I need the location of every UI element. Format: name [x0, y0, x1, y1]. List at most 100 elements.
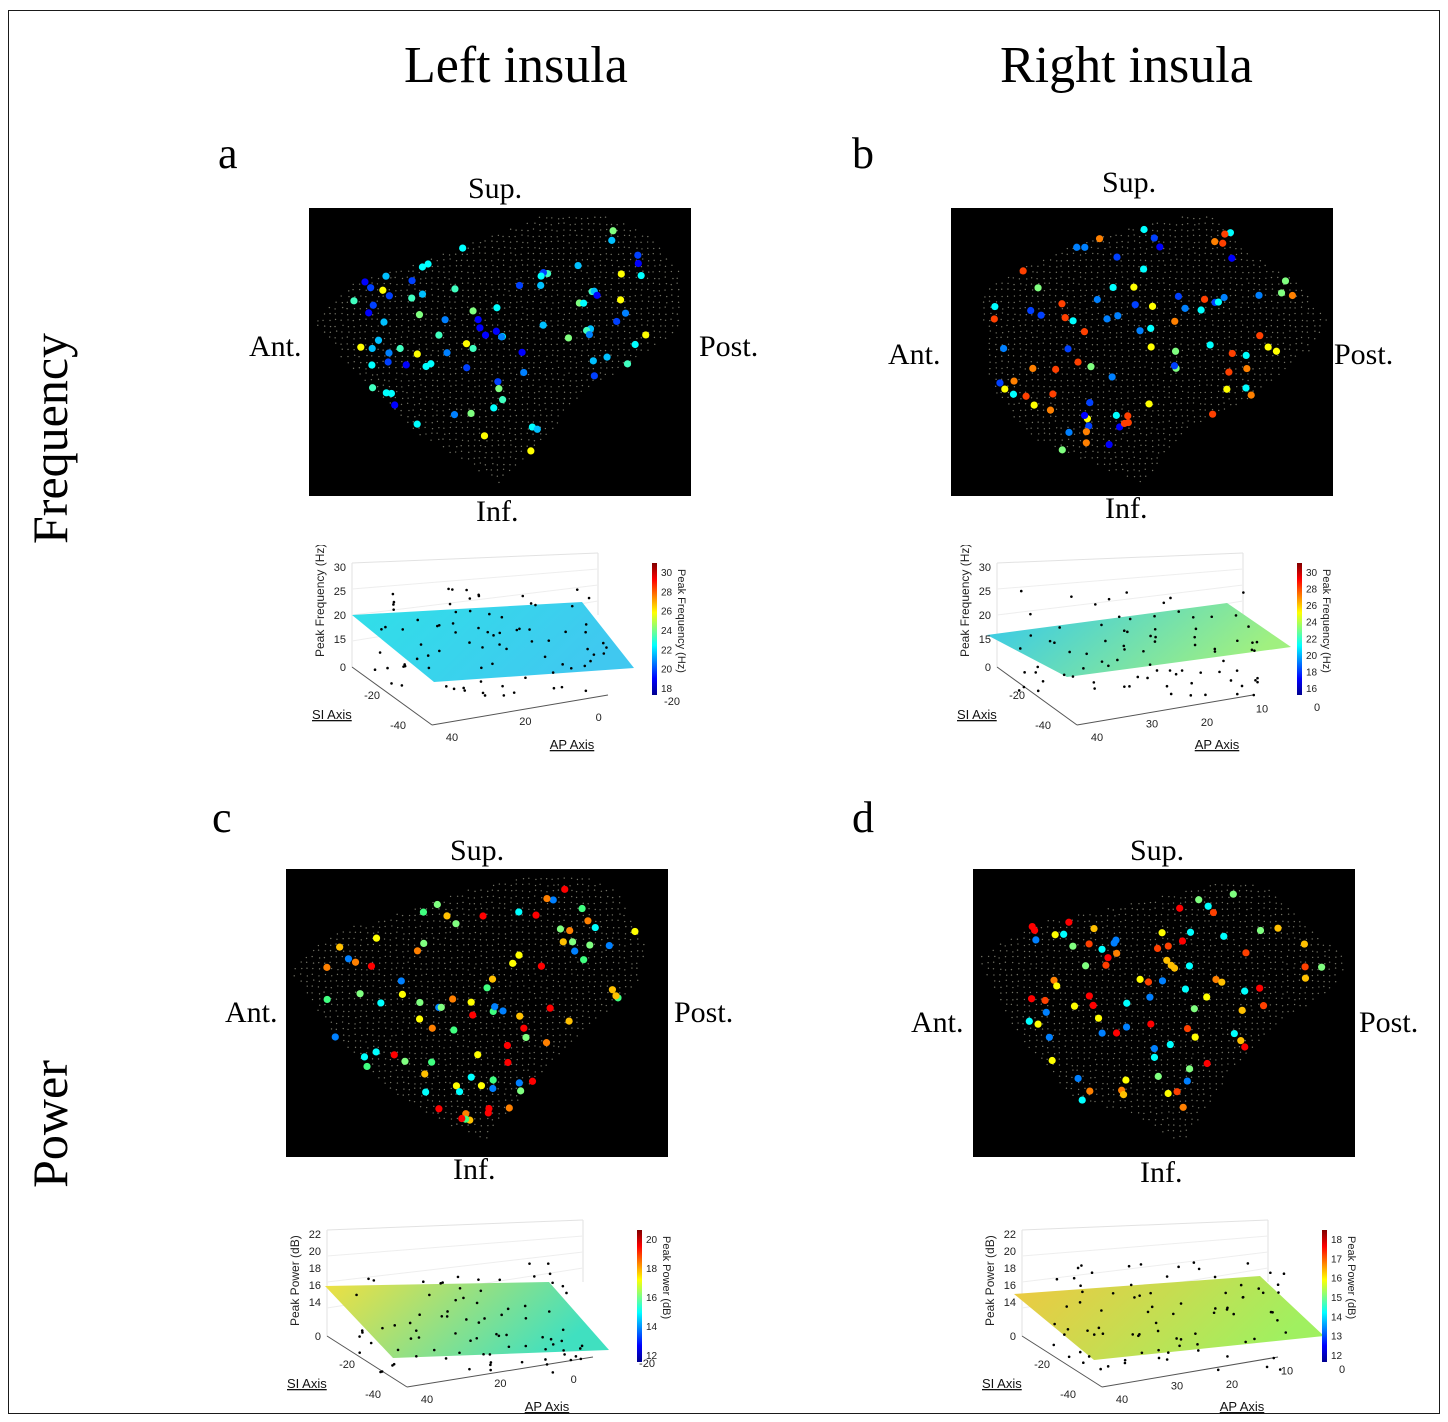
surface-point [1072, 282, 1075, 285]
surface-point [612, 319, 614, 321]
surface-point [1109, 420, 1112, 423]
surface-point [1109, 463, 1111, 465]
surface-point [503, 463, 505, 466]
surface-point [520, 296, 522, 298]
surface-point [466, 325, 468, 328]
surface-point [1092, 252, 1094, 255]
surface-point [455, 390, 458, 392]
surface-point [388, 385, 391, 388]
surface-point [336, 1004, 339, 1006]
surface-point [540, 319, 542, 322]
surface-point [576, 337, 578, 339]
surface-point [1187, 420, 1189, 422]
surface-point [612, 889, 614, 891]
electrode-contact [1139, 265, 1148, 273]
surface-point [587, 367, 590, 369]
surface-point [539, 338, 541, 340]
surface-point [618, 266, 620, 268]
surface-point [534, 884, 537, 887]
surface-point [1212, 356, 1214, 358]
surface-point [425, 343, 427, 345]
data-point [437, 623, 441, 627]
surface-point [444, 276, 446, 279]
surface-point [1224, 271, 1226, 273]
surface-point [499, 999, 501, 1001]
surface-point [1037, 374, 1039, 376]
surface-point [553, 884, 555, 886]
surface-point [474, 277, 476, 280]
surface-point [593, 992, 596, 995]
surface-point [509, 362, 512, 364]
surface-point [565, 998, 567, 1000]
data-point [1116, 658, 1119, 662]
surface-point [449, 1021, 452, 1024]
surface-point [378, 997, 380, 1000]
surface-point [1180, 300, 1182, 303]
surface-point [600, 981, 603, 983]
surface-point [468, 985, 470, 988]
surface-point [989, 330, 992, 332]
surface-point [455, 1040, 458, 1043]
surface-point [334, 318, 337, 321]
surface-point [382, 396, 385, 398]
surface-point [455, 438, 457, 440]
surface-point [492, 956, 494, 958]
surface-point [509, 456, 512, 458]
surface-point [1055, 354, 1058, 356]
surface-point [1025, 361, 1027, 364]
surface-point [1205, 229, 1208, 231]
surface-point [1103, 451, 1106, 453]
surface-point [346, 301, 349, 304]
surface-point [330, 1003, 333, 1005]
surface-point [544, 320, 547, 322]
surface-point [529, 1010, 531, 1013]
colorbar [1297, 563, 1302, 695]
surface-point [562, 234, 565, 237]
surface-point [1098, 433, 1100, 435]
surface-point [629, 230, 631, 232]
surface-point [1265, 379, 1268, 381]
surface-point [430, 319, 433, 321]
surface-point [1162, 252, 1164, 254]
surface-point [508, 420, 510, 422]
surface-point [611, 896, 614, 899]
surface-point [1048, 427, 1051, 430]
surface-point [1307, 344, 1309, 346]
surface-point [1205, 318, 1207, 321]
data-point [1251, 641, 1254, 644]
surface-point [1266, 270, 1268, 273]
data-point [1190, 681, 1193, 685]
surface-point [624, 979, 627, 981]
surface-point [317, 944, 320, 947]
surface-point [1301, 325, 1303, 328]
surface-point [509, 294, 511, 297]
surface-point [569, 397, 572, 399]
surface-point [1180, 397, 1182, 400]
surface-point [503, 944, 506, 947]
surface-point [497, 414, 499, 417]
surface-point [641, 253, 644, 255]
surface-point [354, 1033, 356, 1036]
surface-point [1151, 301, 1154, 304]
surface-point [599, 985, 602, 987]
surface-point [541, 896, 543, 899]
surface-point [1289, 330, 1291, 332]
surface-point [659, 294, 662, 297]
surface-point [397, 1027, 399, 1029]
direction-ant: Ant. [249, 330, 302, 363]
surface-point [395, 919, 398, 922]
surface-point [479, 1040, 482, 1043]
surface-point [611, 366, 614, 369]
data-point [1154, 635, 1157, 639]
surface-point [989, 361, 991, 363]
surface-point [552, 991, 554, 993]
surface-point [395, 937, 397, 939]
surface-point [383, 920, 386, 923]
surface-point [527, 428, 530, 430]
data-point [1193, 643, 1197, 647]
surface-point [1228, 360, 1231, 362]
surface-point [637, 943, 639, 945]
surface-point [545, 367, 548, 370]
surface-point [1139, 355, 1141, 357]
surface-point [594, 307, 596, 310]
